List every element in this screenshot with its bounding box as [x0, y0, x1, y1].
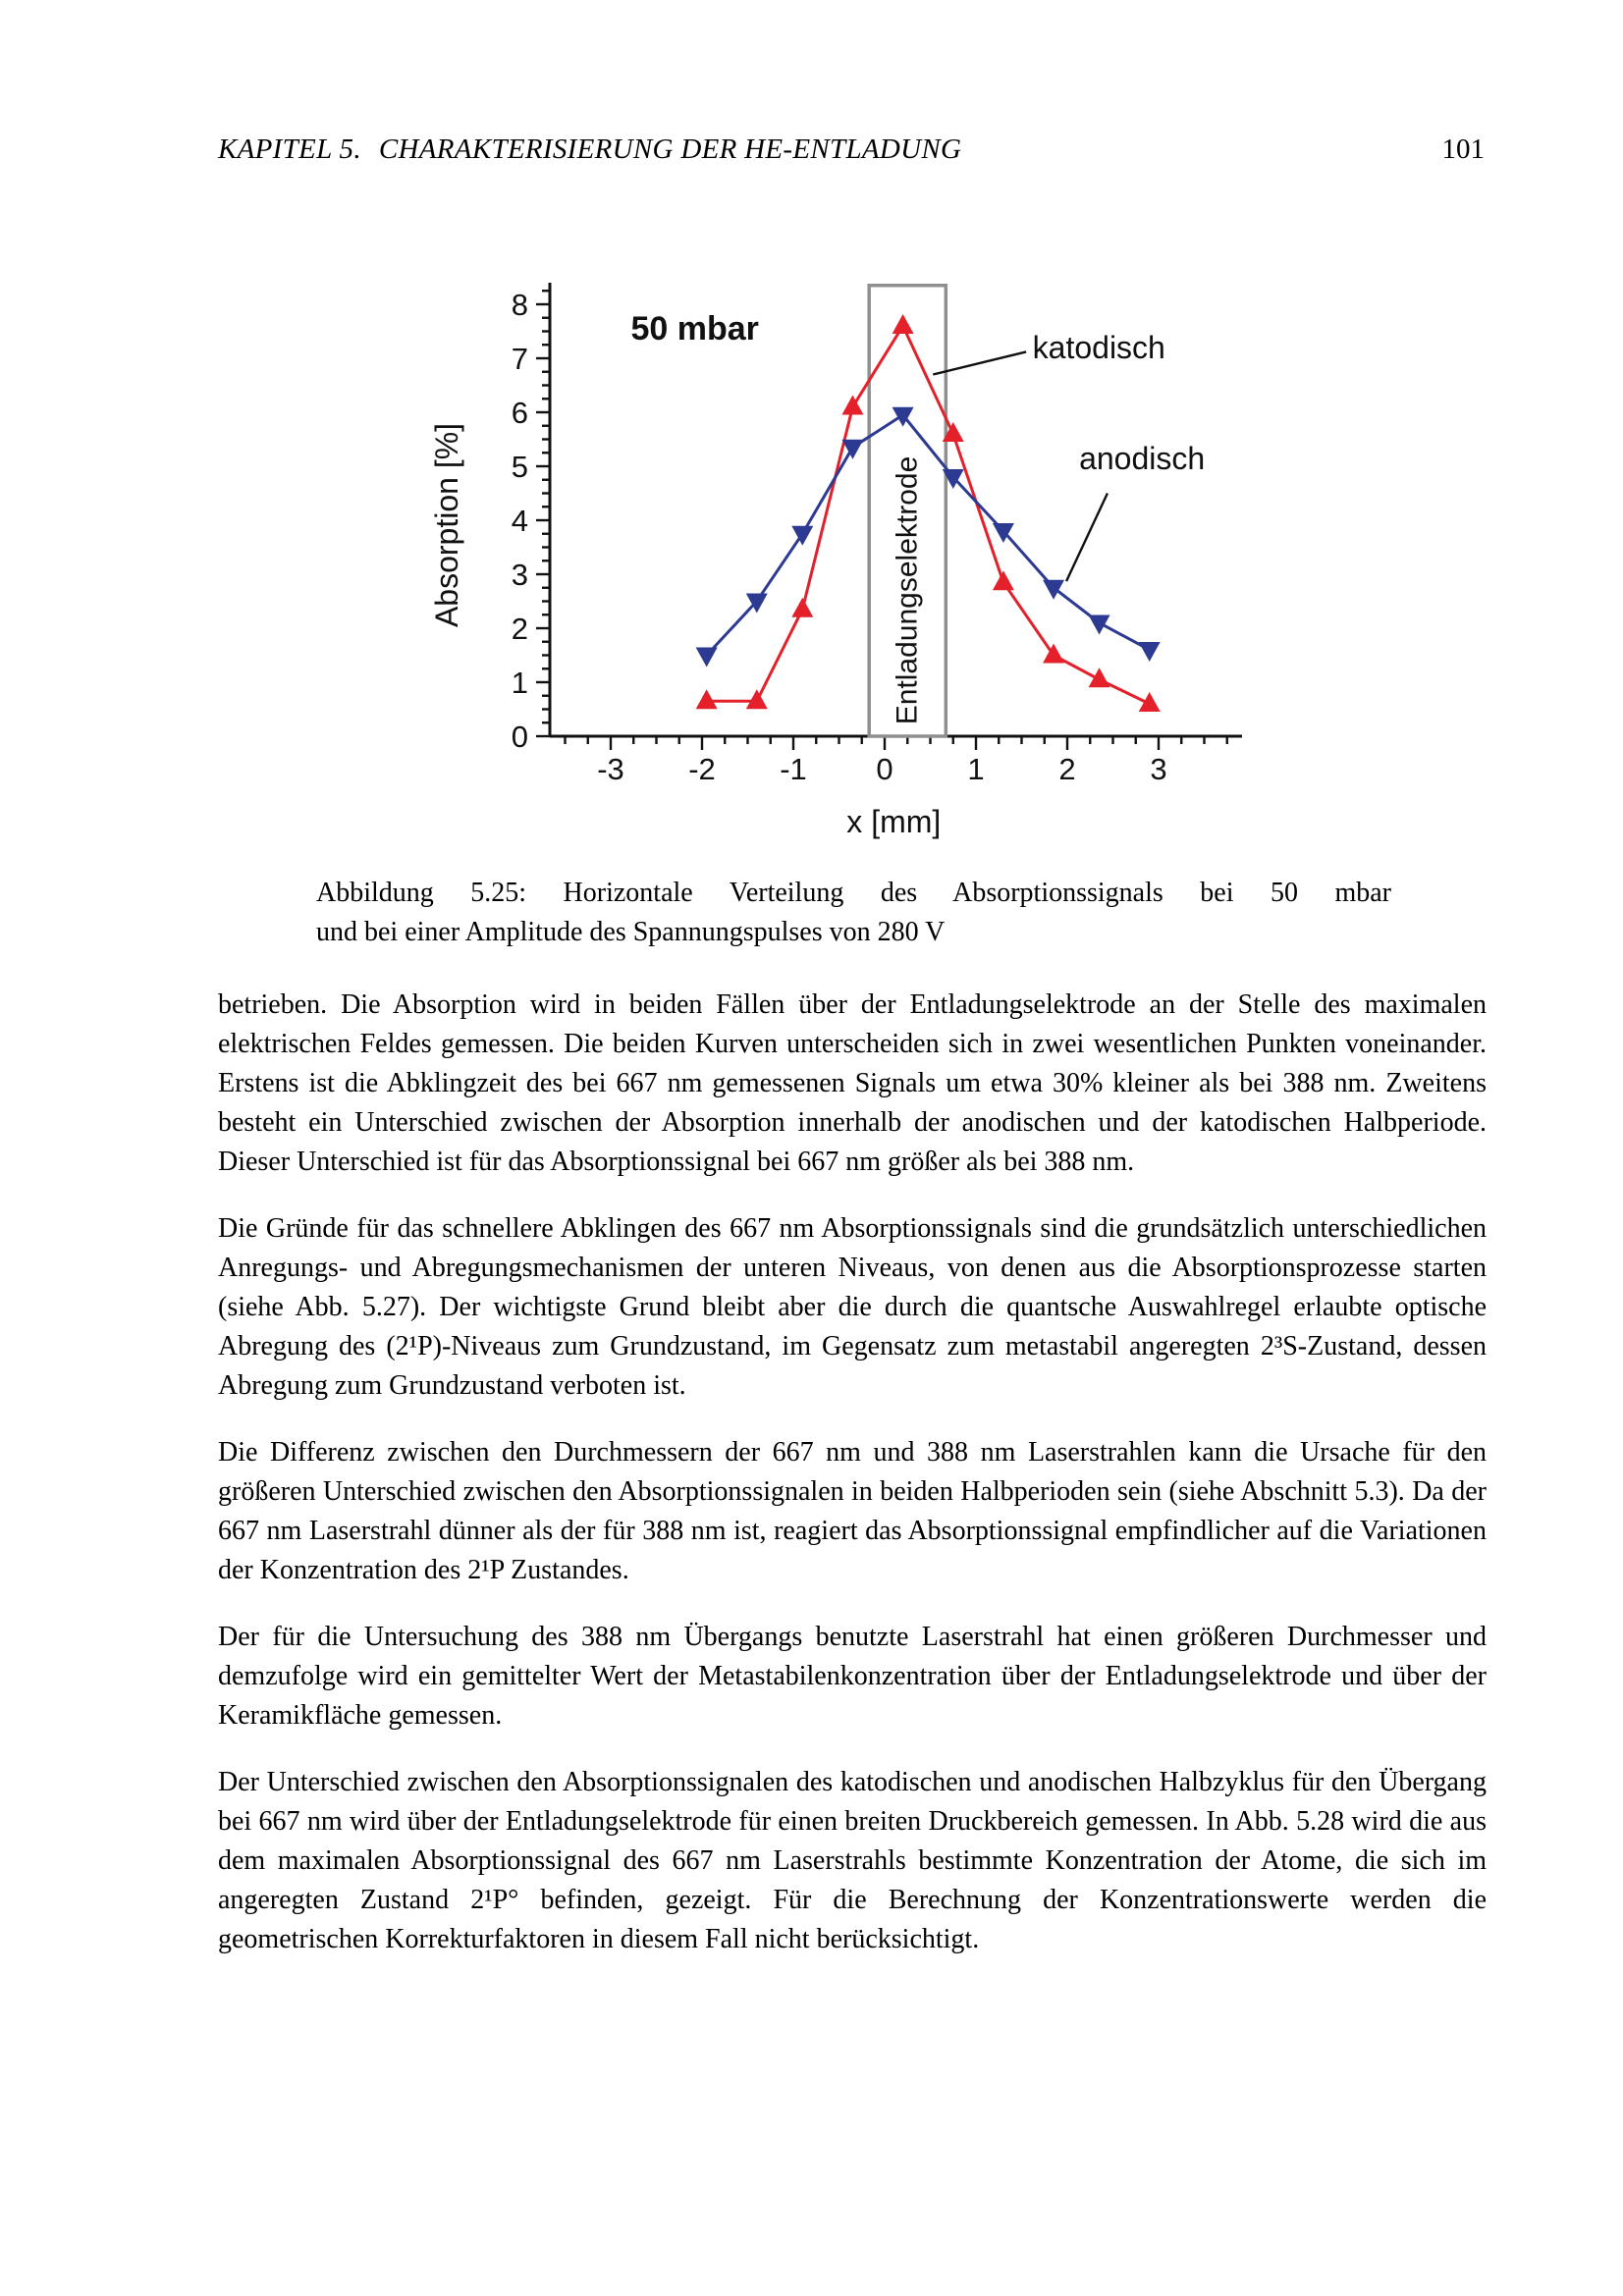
data-point-marker [892, 406, 914, 427]
data-point-marker [892, 314, 914, 334]
data-point-marker [1088, 614, 1110, 635]
page-header: KAPITEL 5. CHARAKTERISIERUNG DER HE-ENTLA… [218, 133, 1485, 166]
x-tick-label: 1 [967, 752, 984, 786]
data-point-marker [1043, 643, 1065, 664]
data-point-marker [695, 689, 718, 710]
y-tick-label: 5 [512, 450, 528, 484]
chapter-title: CHARAKTERISIERUNG DER HE-ENTLADUNG [378, 133, 962, 165]
series-line [706, 322, 1151, 706]
data-point-marker [1088, 667, 1110, 688]
data-point-marker [745, 593, 768, 614]
data-point-marker [841, 395, 864, 415]
annotation-pointer-line [1064, 492, 1109, 582]
series-line [705, 412, 1151, 657]
x-axis: -3 -2 -1 0 1 2 3 x [mm] [550, 734, 1242, 839]
paragraph: Der für die Untersuchung des 388 nm Über… [218, 1622, 1487, 1731]
paragraph: Die Gründe für das schnellere Abklingen … [218, 1213, 1487, 1401]
series-katodisch [695, 314, 1161, 712]
data-point-marker [841, 439, 864, 459]
data-point-marker [695, 647, 718, 667]
annotation-label: katodisch [1033, 330, 1165, 365]
data-point-marker [1138, 642, 1161, 662]
x-tick-label: 3 [1150, 752, 1166, 786]
absorption-chart: -3 -2 -1 0 1 2 3 x [mm] 0 1 2 3 4 5 6 7 8 Absorption [%] E… [429, 283, 1242, 839]
caption-line-2: und bei einer Amplitude des Spannungspul… [316, 917, 946, 947]
y-tick-label: 4 [512, 504, 528, 538]
chapter-label: KAPITEL 5. [218, 133, 361, 165]
page-number: 101 [1441, 133, 1486, 165]
figure-caption: Abbildung 5.25: Horizontale Verteilung d… [316, 874, 1391, 952]
annotation-katodisch: katodisch [933, 330, 1165, 376]
x-tick-label: -1 [780, 752, 807, 786]
y-tick-label: 6 [512, 396, 528, 430]
electrode-box [867, 284, 948, 738]
x-tick-label: 0 [876, 752, 893, 786]
x-tick-label: 2 [1058, 752, 1075, 786]
annotation-anodisch: anodisch [1064, 441, 1205, 582]
data-point-marker [992, 523, 1014, 543]
y-tick-label: 2 [512, 612, 528, 646]
y-axis-title: Absorption [%] [429, 423, 464, 627]
x-tick-label: -3 [597, 752, 624, 786]
annotation-label: anodisch [1079, 441, 1205, 476]
data-point-marker [992, 570, 1014, 591]
figure-5-25: -3 -2 -1 0 1 2 3 x [mm] 0 1 2 3 4 5 6 7 8 Absorption [%] E… [412, 265, 1276, 854]
data-point-marker [791, 597, 814, 617]
data-point-marker [1138, 692, 1161, 712]
y-axis: 0 1 2 3 4 5 6 7 8 Absorption [%] [429, 283, 552, 754]
data-point-marker [791, 525, 814, 546]
data-point-marker [942, 469, 964, 489]
body-text: betrieben. Die Absorption wird in beiden… [218, 986, 1487, 1987]
data-point-marker [1043, 579, 1065, 600]
data-point-marker [745, 689, 768, 710]
y-tick-label: 0 [512, 720, 528, 754]
paragraph: betrieben. Die Absorption wird in beiden… [218, 989, 1487, 1177]
x-axis-title: x [mm] [846, 804, 941, 839]
chart-title: 50 mbar [630, 310, 758, 347]
y-tick-label: 7 [512, 342, 528, 376]
paragraph: Die Differenz zwischen den Durchmessern … [218, 1437, 1487, 1585]
y-tick-label: 1 [512, 666, 528, 700]
running-head: KAPITEL 5. CHARAKTERISIERUNG DER HE-ENTLA… [218, 133, 961, 166]
data-point-marker [942, 422, 964, 442]
y-tick-label: 3 [512, 558, 528, 592]
annotation-pointer-line [933, 350, 1027, 376]
paragraph: Der Unterschied zwischen den Absorptions… [218, 1767, 1487, 1954]
caption-line-1: Abbildung 5.25: Horizontale Verteilung d… [316, 878, 1391, 908]
series-anodisch [695, 406, 1161, 667]
y-tick-label: 8 [512, 288, 528, 322]
electrode-label: Entladungselektrode [891, 456, 923, 725]
x-tick-label: -2 [688, 752, 716, 786]
